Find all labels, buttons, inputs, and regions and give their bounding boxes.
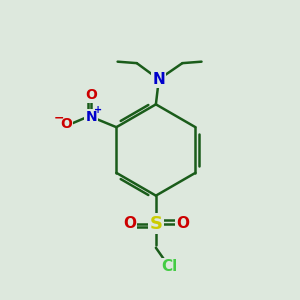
Text: N: N: [152, 72, 165, 87]
Text: −: −: [54, 111, 64, 124]
Text: S: S: [149, 214, 162, 232]
Text: N: N: [85, 110, 97, 124]
Text: O: O: [123, 216, 136, 231]
Text: O: O: [176, 216, 189, 231]
Text: +: +: [94, 105, 102, 116]
Text: O: O: [85, 88, 97, 102]
Text: Cl: Cl: [161, 260, 177, 274]
Text: O: O: [60, 117, 72, 131]
